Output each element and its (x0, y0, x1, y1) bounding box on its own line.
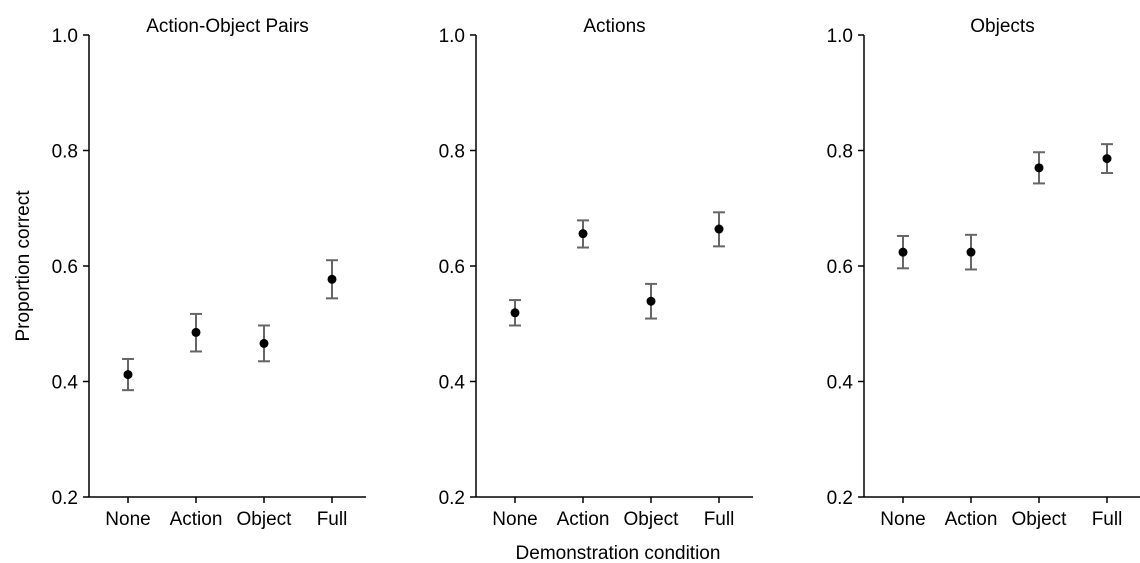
panel-title: Actions (583, 16, 645, 37)
y-tick-label: 0.2 (52, 488, 78, 509)
chart-panel: 0.2 0.4 0.6 0.8 1.0 None Action Object Full Actio… (439, 16, 753, 530)
data-point (966, 247, 976, 257)
x-tick-label: Full (704, 509, 735, 530)
y-tick-label: 1.0 (827, 26, 853, 47)
data-point (898, 247, 908, 257)
y-tick-label: 0.6 (52, 257, 78, 278)
data-point (191, 327, 201, 337)
y-tick-label: 0.4 (827, 373, 854, 394)
x-tick-label: None (880, 509, 925, 530)
x-tick-label: Action (170, 509, 223, 530)
y-tick-label: 0.8 (439, 142, 465, 163)
x-tick-label: Full (1092, 509, 1123, 530)
data-point (578, 229, 588, 239)
y-tick-label: 0.6 (827, 257, 853, 278)
y-tick-label: 1.0 (52, 26, 78, 47)
data-point (259, 338, 269, 348)
data-point (123, 370, 133, 380)
panel-title: Action-Object Pairs (146, 16, 309, 37)
y-tick-label: 0.4 (52, 373, 79, 394)
panel-title: Objects (970, 16, 1034, 37)
x-tick-label: None (105, 509, 150, 530)
y-tick-label: 0.2 (439, 488, 465, 509)
x-tick-label: Action (557, 509, 610, 530)
data-point (327, 274, 337, 284)
x-tick-label: Object (624, 509, 680, 530)
x-tick-label: None (492, 509, 537, 530)
y-tick-label: 0.6 (439, 257, 465, 278)
y-tick-label: 0.8 (52, 142, 78, 163)
data-point (646, 296, 656, 306)
data-point (714, 224, 724, 234)
chart-panel: 0.2 0.4 0.6 0.8 1.0 None Action Object Full Objec… (827, 16, 1140, 530)
x-tick-label: Full (317, 509, 348, 530)
x-tick-label: Object (1012, 509, 1068, 530)
y-axis-label: Proportion correct (13, 190, 34, 342)
y-tick-label: 1.0 (439, 26, 465, 47)
data-point (1034, 163, 1044, 173)
x-tick-label: Object (237, 509, 293, 530)
chart-panel: 0.2 0.4 0.6 0.8 1.0 None Action Object Full Actio… (52, 16, 366, 530)
y-tick-label: 0.4 (439, 373, 466, 394)
data-point (510, 308, 520, 318)
data-point (1102, 154, 1112, 164)
y-tick-label: 0.2 (827, 488, 853, 509)
x-axis-label: Demonstration condition (516, 543, 721, 563)
x-tick-label: Action (945, 509, 998, 530)
y-tick-label: 0.8 (827, 142, 853, 163)
